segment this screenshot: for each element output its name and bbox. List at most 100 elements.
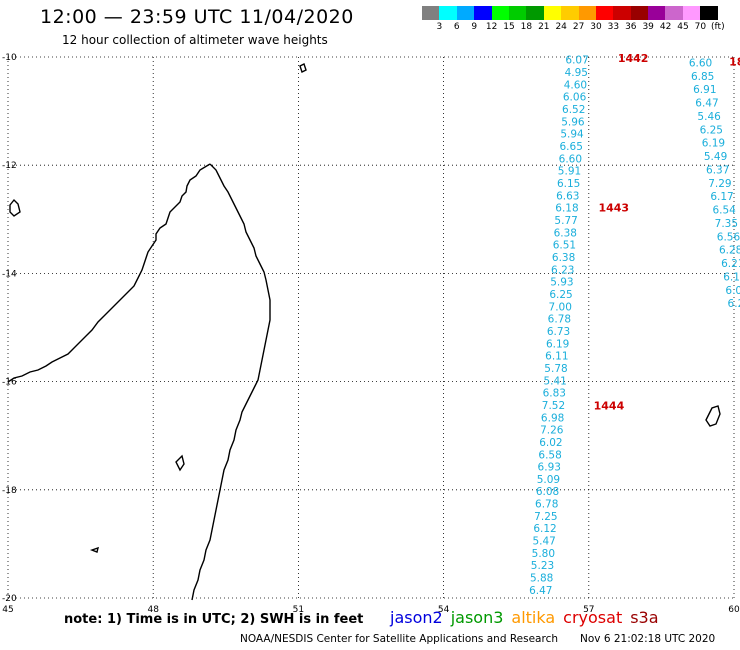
wave-height-value: 5.41 (543, 375, 566, 387)
madagascar-east-coast (191, 163, 271, 601)
wave-height-value: 6.65 (560, 141, 583, 153)
small-island (175, 454, 185, 472)
wave-height-value: 6.58 (538, 449, 561, 461)
madagascar-coast (7, 163, 211, 383)
footer-note: note: 1) Time is in UTC; 2) SWH is in fe… (64, 612, 364, 627)
legend-swatch (630, 6, 649, 20)
legend-swatch (456, 6, 475, 20)
reunion-island (705, 405, 721, 427)
pass-time-label: 1443 (598, 201, 629, 214)
wave-height-value: 6.51 (553, 240, 576, 252)
wave-height-value: 5.23 (531, 560, 554, 572)
wave-height-value: 6.15 (557, 178, 580, 190)
comoros-island (9, 198, 21, 217)
legend-label: 33 (607, 22, 620, 32)
wave-height-value: 5.09 (537, 474, 560, 486)
wave-height-value: 6.37 (706, 164, 729, 176)
legend-label: 6 (453, 22, 460, 32)
wave-height-value: 6.63 (556, 190, 579, 202)
wave-height-value: 7.00 (549, 301, 572, 313)
wave-height-value: 6.02 (539, 437, 562, 449)
wave-height-value: 6.22 (728, 298, 740, 310)
wave-height-value: 5.46 (697, 111, 721, 123)
legend-label: 18 (520, 22, 533, 32)
legend-swatch (613, 6, 631, 20)
tromelin-island (89, 546, 99, 553)
wave-height-value: 4.60 (564, 79, 587, 91)
pass-time-label: 1444 (594, 399, 625, 412)
legend-swatch (700, 6, 718, 20)
legend-swatch (648, 6, 666, 20)
wave-height-value: 6.17 (710, 191, 733, 203)
satellite-label-jason3: jason3 (450, 608, 504, 627)
legend-label: 21 (538, 22, 550, 32)
wave-height-value: 7.52 (542, 400, 565, 412)
wave-height-value: 6.25 (549, 289, 572, 301)
wave-height-value: 6.18 (723, 271, 740, 283)
credit-text: NOAA/NESDIS Center for Satellite Applica… (240, 633, 558, 645)
color-legend (422, 6, 718, 20)
legend-swatch (665, 6, 683, 20)
graticule: 45 48 51 54 57 60 -10 -12 -14 -16 -18 -20 (2, 53, 740, 615)
pass-time-label: 18 (729, 55, 740, 68)
wave-height-value: 6.05 (725, 285, 740, 297)
legend-swatch (474, 6, 492, 20)
wave-height-value: 6.91 (693, 84, 716, 96)
lon-tick-label: 45 (2, 605, 13, 615)
legend-label: (ft) (711, 22, 725, 32)
lon-tick-label: 57 (583, 605, 594, 615)
wave-height-value: 6.07 (565, 55, 588, 67)
lon-tick-label: 54 (438, 605, 450, 615)
map-title: 12:00 — 23:59 UTC 11/04/2020 (40, 6, 354, 28)
legend-label: 45 (677, 22, 689, 32)
wave-height-value: 7.29 (708, 178, 731, 190)
legend-swatch (543, 6, 562, 20)
wave-height-value: 6.28 (719, 245, 740, 257)
coastline (7, 63, 721, 601)
altimeter-tracks: 6.074.954.606.066.525.965.946.656.605.91… (529, 55, 740, 597)
legend-swatch (439, 6, 457, 20)
wave-height-value: 6.56 (717, 231, 740, 243)
satellite-label-cryosat: cryosat (563, 608, 623, 627)
legend-label: 70 (694, 22, 707, 32)
legend-swatch (526, 6, 544, 20)
wave-height-value: 6.85 (691, 71, 714, 83)
legend-label: 30 (590, 22, 602, 32)
pass-time-labels: 1442 1443 1444 18 (594, 52, 740, 412)
legend-swatch (561, 6, 579, 20)
wave-height-value: 6.54 (712, 205, 736, 217)
lat-tick-label: -10 (2, 53, 17, 63)
wave-height-value: 6.93 (538, 462, 561, 474)
wave-height-value: 5.47 (532, 536, 555, 548)
wave-height-value: 6.06 (563, 92, 587, 104)
legend-swatch (578, 6, 596, 20)
wave-height-value: 6.78 (548, 314, 571, 326)
wave-height-value: 6.19 (546, 338, 569, 350)
wave-height-value: 6.25 (700, 124, 723, 136)
legend-label: 36 (625, 22, 637, 32)
lat-tick-label: -20 (2, 594, 17, 604)
wave-height-value: 6.47 (529, 585, 552, 597)
wave-height-value: 6.47 (695, 98, 718, 110)
legend-swatch (595, 6, 614, 20)
legend-label: 3 (436, 22, 443, 32)
lat-tick-label: -16 (2, 378, 17, 388)
wave-height-value: 7.35 (715, 218, 738, 230)
wave-height-value: 5.80 (532, 548, 555, 560)
lon-tick-label: 60 (728, 605, 740, 615)
legend-label: 42 (659, 22, 672, 32)
legend-swatch (491, 6, 509, 20)
lon-tick-label: 48 (147, 605, 159, 615)
lat-tick-label: -18 (2, 486, 17, 496)
lat-tick-label: -14 (2, 269, 17, 279)
wave-height-value: 6.78 (535, 499, 558, 511)
legend-swatch (508, 6, 527, 20)
wave-height-value: 6.18 (555, 203, 578, 215)
wave-height-value: 6.38 (554, 227, 577, 239)
satellite-label-jason2: jason2 (390, 608, 443, 627)
wave-height-value: 6.11 (545, 351, 568, 363)
lon-tick-label: 51 (293, 605, 304, 615)
wave-height-value: 5.49 (704, 151, 727, 163)
wave-height-value: 5.94 (560, 129, 584, 141)
